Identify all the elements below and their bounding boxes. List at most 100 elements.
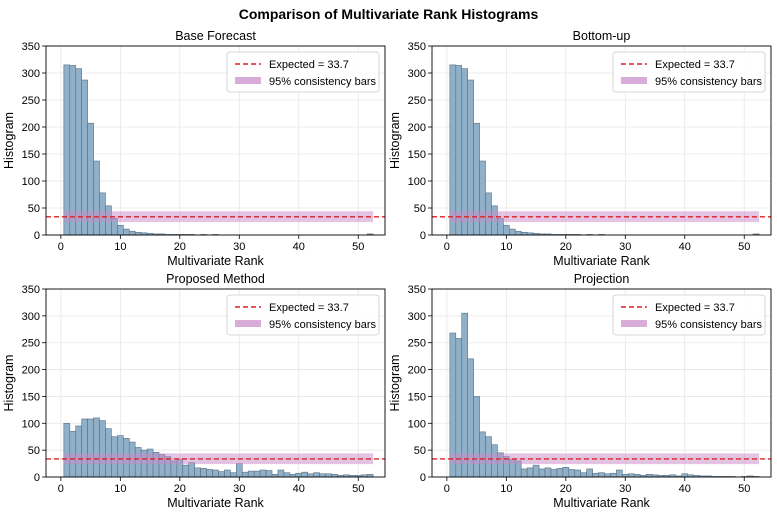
- histogram-bar: [87, 418, 94, 478]
- legend-expected-label: Expected = 33.7: [269, 302, 349, 314]
- histogram-bar: [194, 467, 201, 478]
- y-tick-label: 200: [408, 365, 426, 377]
- legend-box: [226, 51, 380, 93]
- x-axis-label: Multivariate Rank: [167, 254, 264, 268]
- histogram-bar: [550, 469, 558, 478]
- panel-3: 0 10 20 30 40 50 0 50 100 150 200 250 300 350 Proposed…: [2, 272, 386, 510]
- histogram-bar: [182, 464, 190, 478]
- x-tick-label: 10: [114, 483, 126, 495]
- histogram-bar: [206, 469, 213, 478]
- x-tick-label: 30: [233, 483, 245, 495]
- y-axis-label: Histogram: [2, 355, 16, 412]
- x-tick-label: 10: [114, 241, 126, 253]
- legend: Expected = 33.7 95% consistency bars: [612, 294, 766, 336]
- y-tick-label: 200: [22, 122, 40, 134]
- histogram-bar: [69, 65, 77, 236]
- x-tick-label: 0: [58, 241, 64, 253]
- histogram-bar: [236, 463, 243, 478]
- histogram-bar: [123, 228, 130, 236]
- legend-band-label: 95% consistency bars: [655, 319, 762, 331]
- histogram-bar: [247, 470, 255, 478]
- legend-band-swatch: [621, 77, 647, 84]
- histogram-bar: [473, 396, 480, 478]
- histogram-bar: [592, 472, 599, 478]
- x-tick-label: 40: [293, 241, 305, 253]
- y-tick-label: 50: [28, 203, 40, 215]
- histogram-bar: [81, 418, 88, 478]
- histogram-bar: [313, 472, 320, 478]
- panel-title: Bottom-up: [573, 29, 631, 43]
- x-tick-label: 10: [500, 241, 512, 253]
- legend-band-label: 95% consistency bars: [655, 76, 762, 88]
- histogram-bar: [307, 473, 314, 478]
- legend: Expected = 33.7 95% consistency bars: [612, 51, 766, 93]
- histogram-bar: [117, 224, 124, 236]
- x-tick-label: 10: [500, 483, 512, 495]
- histogram-bar: [574, 469, 581, 478]
- histogram-bar: [212, 469, 219, 478]
- histogram-bar: [604, 473, 611, 478]
- histogram-bar: [568, 469, 576, 478]
- x-tick-label: 40: [679, 241, 691, 253]
- histogram-bar: [538, 468, 546, 478]
- histogram-bar: [514, 230, 522, 236]
- x-tick-label: 20: [174, 241, 186, 253]
- y-tick-label: 0: [34, 472, 40, 484]
- histogram-bar: [99, 420, 106, 478]
- histogram-bar: [230, 472, 237, 478]
- histogram-bar: [627, 473, 635, 478]
- y-tick-label: 200: [408, 122, 426, 134]
- histogram-bar: [586, 468, 593, 478]
- histogram-bar: [188, 462, 195, 478]
- histogram-bar: [503, 224, 510, 236]
- legend-band-label: 95% consistency bars: [269, 76, 376, 88]
- legend-expected-label: Expected = 33.7: [655, 302, 735, 314]
- histogram-bar: [265, 470, 273, 478]
- x-axis-label: Multivariate Rank: [167, 496, 264, 510]
- y-tick-label: 50: [414, 203, 426, 215]
- x-tick-label: 40: [679, 483, 691, 495]
- legend: Expected = 33.7 95% consistency bars: [226, 51, 380, 93]
- histogram-bar: [544, 467, 552, 478]
- histogram-bar: [461, 68, 468, 236]
- y-tick-label: 300: [22, 68, 40, 80]
- legend: Expected = 33.7 95% consistency bars: [226, 294, 380, 336]
- histogram-bar: [319, 473, 326, 478]
- histogram-bar: [63, 64, 71, 236]
- histogram-bar: [455, 65, 463, 236]
- axes-frame: [431, 288, 772, 478]
- x-tick-label: 30: [619, 241, 631, 253]
- y-tick-label: 350: [22, 41, 40, 53]
- histogram-bar: [532, 464, 540, 478]
- x-tick-label: 50: [352, 483, 364, 495]
- figure-title: Comparison of Multivariate Rank Histogra…: [239, 6, 539, 22]
- legend-band-swatch: [621, 320, 647, 327]
- y-tick-label: 100: [22, 418, 40, 430]
- legend-band-label: 95% consistency bars: [269, 319, 376, 331]
- panel-2: 0 10 20 30 40 50 0 50 100 150 200 250 300 350 Bottom-u…: [388, 29, 772, 268]
- histogram-bar: [63, 422, 71, 478]
- y-tick-label: 250: [22, 95, 40, 107]
- histogram-bar: [526, 467, 534, 478]
- histogram-bar: [93, 417, 100, 478]
- histogram-bar: [681, 473, 689, 478]
- axes-frame: [45, 288, 386, 478]
- y-axis-label: Histogram: [388, 112, 402, 169]
- histogram-bar: [580, 472, 587, 478]
- legend-expected-label: Expected = 33.7: [655, 59, 735, 71]
- histogram-bar: [520, 468, 528, 478]
- histogram-bar: [93, 160, 100, 236]
- x-tick-label: 0: [444, 241, 450, 253]
- histogram-bar: [479, 160, 486, 236]
- histogram-bar: [75, 425, 82, 478]
- legend-box: [612, 51, 766, 93]
- histogram-bar: [295, 472, 303, 478]
- legend-band-swatch: [235, 77, 261, 84]
- x-axis-label: Multivariate Rank: [553, 254, 650, 268]
- y-tick-label: 100: [22, 176, 40, 188]
- x-tick-label: 40: [293, 483, 305, 495]
- x-tick-label: 20: [560, 483, 572, 495]
- y-tick-label: 150: [408, 149, 426, 161]
- histogram-bar: [241, 471, 249, 478]
